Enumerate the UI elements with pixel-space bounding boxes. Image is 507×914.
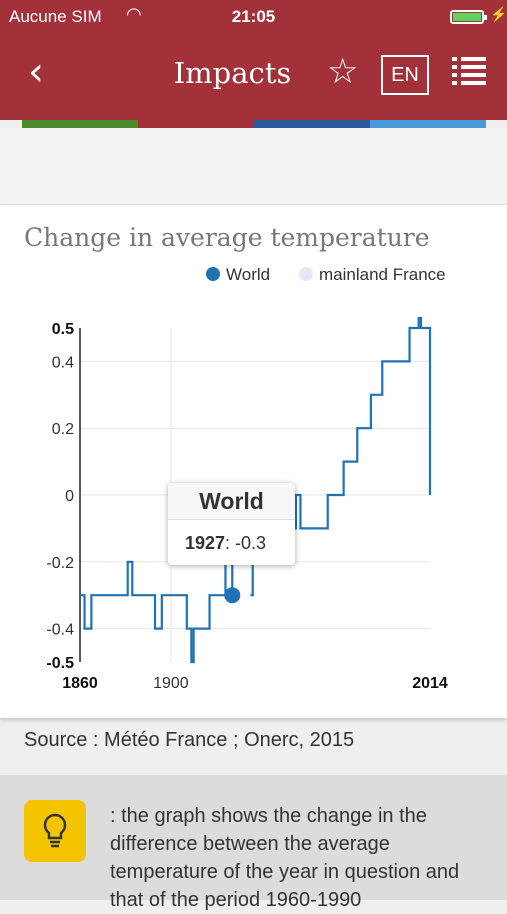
tooltip-body: 1927: -0.3 bbox=[168, 520, 295, 554]
language-button[interactable]: EN bbox=[381, 55, 429, 95]
note-text: : the graph shows the change in the diff… bbox=[110, 805, 460, 911]
source-text: Source : Météo France ; Onerc, 2015 bbox=[24, 729, 355, 751]
x-tick-label: 1900 bbox=[153, 675, 189, 692]
carrier-label: Aucune SIM bbox=[9, 7, 102, 26]
wifi-icon: ◠ bbox=[126, 4, 142, 24]
top-panel bbox=[0, 128, 507, 205]
nav-bar: ‹ Impacts ☆ EN bbox=[0, 34, 507, 120]
y-tick-label: 0.4 bbox=[52, 354, 74, 371]
category-color-stripes bbox=[22, 120, 486, 128]
chart-title: Change in average temperature bbox=[24, 223, 430, 252]
series-line-world bbox=[80, 560, 234, 664]
lightbulb-icon bbox=[24, 800, 86, 862]
favorite-star-icon[interactable]: ☆ bbox=[327, 52, 359, 91]
page-title: Impacts bbox=[173, 56, 292, 90]
y-tick-label: 0 bbox=[65, 488, 74, 505]
battery-icon bbox=[450, 10, 487, 24]
status-bar: Aucune SIM ◠ 21:05 ⚡ bbox=[0, 0, 507, 34]
x-tick-label: 2014 bbox=[412, 675, 448, 692]
clock: 21:05 bbox=[231, 7, 276, 26]
legend-world-label: World bbox=[226, 265, 271, 284]
legend-france-swatch bbox=[299, 267, 313, 281]
back-button[interactable]: ‹ bbox=[28, 49, 44, 95]
chart-card: Change in average temperature World main… bbox=[0, 205, 507, 718]
tooltip-value: : -0.3 bbox=[225, 533, 267, 553]
legend-world-swatch bbox=[206, 267, 220, 281]
stripe-lightblue bbox=[370, 120, 486, 128]
x-tick-label: 1860 bbox=[62, 675, 98, 692]
highlight-point bbox=[224, 587, 241, 604]
stripe-red bbox=[138, 120, 254, 128]
stripe-green bbox=[22, 120, 138, 128]
y-tick-label: 0.5 bbox=[52, 321, 74, 338]
temperature-chart[interactable]: 0.5 0.4 0.2 0 -0.2 -0.4 -0.5 1860 1900 2014 bbox=[0, 205, 507, 718]
y-tick-label: -0.2 bbox=[46, 555, 74, 572]
charging-icon: ⚡ bbox=[490, 6, 507, 22]
menu-list-icon[interactable] bbox=[452, 55, 486, 85]
legend-world[interactable]: World bbox=[206, 265, 270, 285]
chart-tooltip: World 1927: -0.3 bbox=[168, 483, 295, 565]
note-panel: : the graph shows the change in the diff… bbox=[0, 775, 507, 911]
legend-france-label: mainland France bbox=[319, 265, 446, 284]
y-tick-label: 0.2 bbox=[52, 421, 74, 438]
stripe-blue bbox=[254, 120, 370, 128]
legend-france[interactable]: mainland France bbox=[299, 265, 446, 285]
y-tick-label: -0.4 bbox=[46, 622, 74, 639]
y-tick-label: -0.5 bbox=[46, 655, 74, 672]
tooltip-series: World bbox=[168, 483, 295, 520]
tooltip-year: 1927 bbox=[185, 533, 226, 553]
